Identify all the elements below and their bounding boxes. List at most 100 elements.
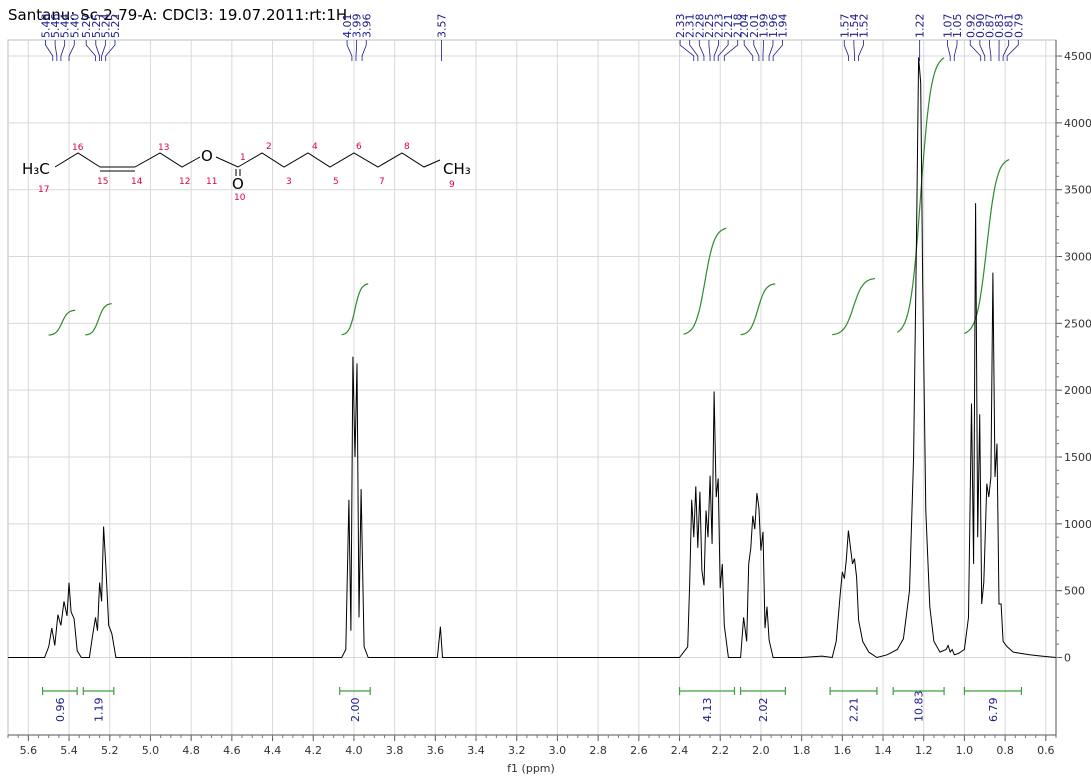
peak-label: 0.83	[993, 14, 1006, 39]
peak-label: 3.99	[351, 14, 364, 39]
peak-label: 3.96	[360, 14, 373, 39]
peak-label-leader	[717, 40, 729, 61]
y-tick-label: 3500	[1064, 184, 1091, 197]
peak-label: 5.24	[99, 14, 112, 39]
y-tick-label: 4000	[1064, 117, 1091, 130]
x-tick-label: 2.8	[589, 744, 607, 757]
peak-label-leader	[969, 40, 982, 61]
peak-label: 5.27	[80, 14, 93, 39]
peak-label: 1.57	[838, 14, 851, 39]
y-tick-label: 4500	[1064, 50, 1091, 63]
peak-label: 5.25	[90, 14, 103, 39]
oxygen-ether-label: O	[201, 147, 213, 165]
peak-label: 1.52	[857, 14, 870, 39]
atom-number: 12	[179, 177, 190, 187]
x-tick-label: 1.8	[793, 744, 811, 757]
integral-value-label: 2.00	[349, 698, 362, 723]
atom-number: 6	[356, 142, 362, 152]
peak-label: 5.48	[39, 14, 52, 38]
x-tick-label: 4.8	[182, 744, 200, 757]
atom-number: 1	[240, 153, 246, 163]
peak-label: 2.01	[748, 14, 761, 39]
x-tick-label: 3.4	[467, 744, 485, 757]
atom-number: 17	[38, 185, 49, 195]
peak-label: 1.22	[914, 14, 927, 39]
integral-bars: 0.96 1.19 2.00 4.13 2.02 2.21 10.83 6.79	[41, 687, 1023, 723]
peak-label: 1.07	[941, 14, 954, 39]
peak-label: 2.31	[684, 14, 697, 39]
peak-label: 1.94	[777, 14, 790, 39]
y-tick-label: 1500	[1064, 451, 1091, 464]
y-tick-label: 500	[1064, 585, 1085, 598]
peak-label-leader	[743, 40, 754, 61]
x-tick-label: 3.6	[427, 744, 445, 757]
integral-curves	[48, 57, 1010, 336]
atom-number: 7	[379, 177, 385, 187]
peak-label: 2.25	[703, 14, 716, 39]
peak-label-leader	[698, 40, 705, 61]
x-tick-label: 4.6	[223, 744, 241, 757]
peak-label: 0.92	[964, 14, 977, 39]
integral-curve	[48, 309, 76, 336]
peak-label-leader	[713, 40, 719, 61]
atom-number: 15	[97, 177, 108, 187]
x-tick-label: 5.2	[101, 744, 119, 757]
integral-value-label: 1.19	[93, 698, 106, 723]
integral-curve	[896, 57, 945, 333]
peak-label: 1.05	[951, 14, 964, 39]
y-tick-label: 2500	[1064, 317, 1091, 330]
integral-curve	[683, 227, 727, 335]
x-tick-label: 5.6	[20, 744, 38, 757]
peak-label: 0.79	[1012, 13, 1025, 38]
atom-number: 13	[158, 143, 169, 153]
x-tick-label: 4.2	[304, 744, 322, 757]
x-tick-label: 2.2	[711, 744, 729, 757]
y-tick-label: 3000	[1064, 251, 1091, 264]
atom-number: 9	[449, 180, 455, 190]
x-tick-label: 0.8	[996, 744, 1014, 757]
y-tick-label: 2000	[1064, 384, 1091, 397]
x-tick-label: 2.6	[630, 744, 648, 757]
peak-label-leader	[768, 40, 774, 61]
peak-label: 2.21	[722, 14, 735, 39]
ch3-left-label: H₃C	[22, 160, 50, 178]
x-tick-label: 3.0	[549, 744, 567, 757]
x-tick-label: 1.2	[915, 744, 933, 757]
spectrum-line	[8, 57, 1057, 659]
y-tick-label: 0	[1064, 651, 1071, 664]
peak-label: 1.99	[757, 14, 770, 39]
atom-number: 11	[206, 177, 217, 187]
peak-labels: 5.485.465.445.405.275.255.245.22 4.013.99…	[39, 13, 1025, 61]
integral-curve	[832, 277, 876, 336]
peak-label-leader	[68, 40, 75, 61]
peak-label: 5.46	[49, 14, 62, 39]
atom-number: 16	[72, 143, 84, 153]
peak-label-leader	[723, 40, 739, 61]
oxygen-carbonyl-label: O	[232, 175, 244, 193]
bond-c14-o11	[134, 152, 201, 168]
integral-value-label: 4.13	[701, 698, 714, 723]
chart-title: Santanu: Sc-2-79-A: CDCl3: 19.07.2011:rt…	[8, 6, 348, 24]
atom-number: 10	[234, 193, 246, 203]
peak-label-leader	[45, 40, 54, 61]
peak-label-leader	[853, 40, 855, 61]
integral-value-label: 2.21	[848, 698, 861, 723]
x-tick-label: 4.4	[264, 744, 282, 757]
x-tick-label: 2.0	[752, 744, 770, 757]
x-tick-label: 5.0	[142, 744, 160, 757]
x-tick-label: 5.4	[60, 744, 78, 757]
atom-number: 14	[131, 177, 143, 187]
x-tick-label: 1.4	[874, 744, 892, 757]
x-axis-label: f1 (ppm)	[507, 762, 555, 775]
integral-curve	[85, 303, 112, 336]
peak-label-leader	[843, 40, 849, 61]
atom-number: 5	[333, 177, 339, 187]
peak-label: 2.33	[674, 14, 687, 39]
peak-label: 1.96	[767, 14, 780, 39]
peak-label-leader	[772, 40, 783, 61]
x-tick-label: 2.4	[671, 744, 689, 757]
peak-label-leader	[54, 40, 58, 61]
peak-label-leader	[689, 40, 699, 61]
